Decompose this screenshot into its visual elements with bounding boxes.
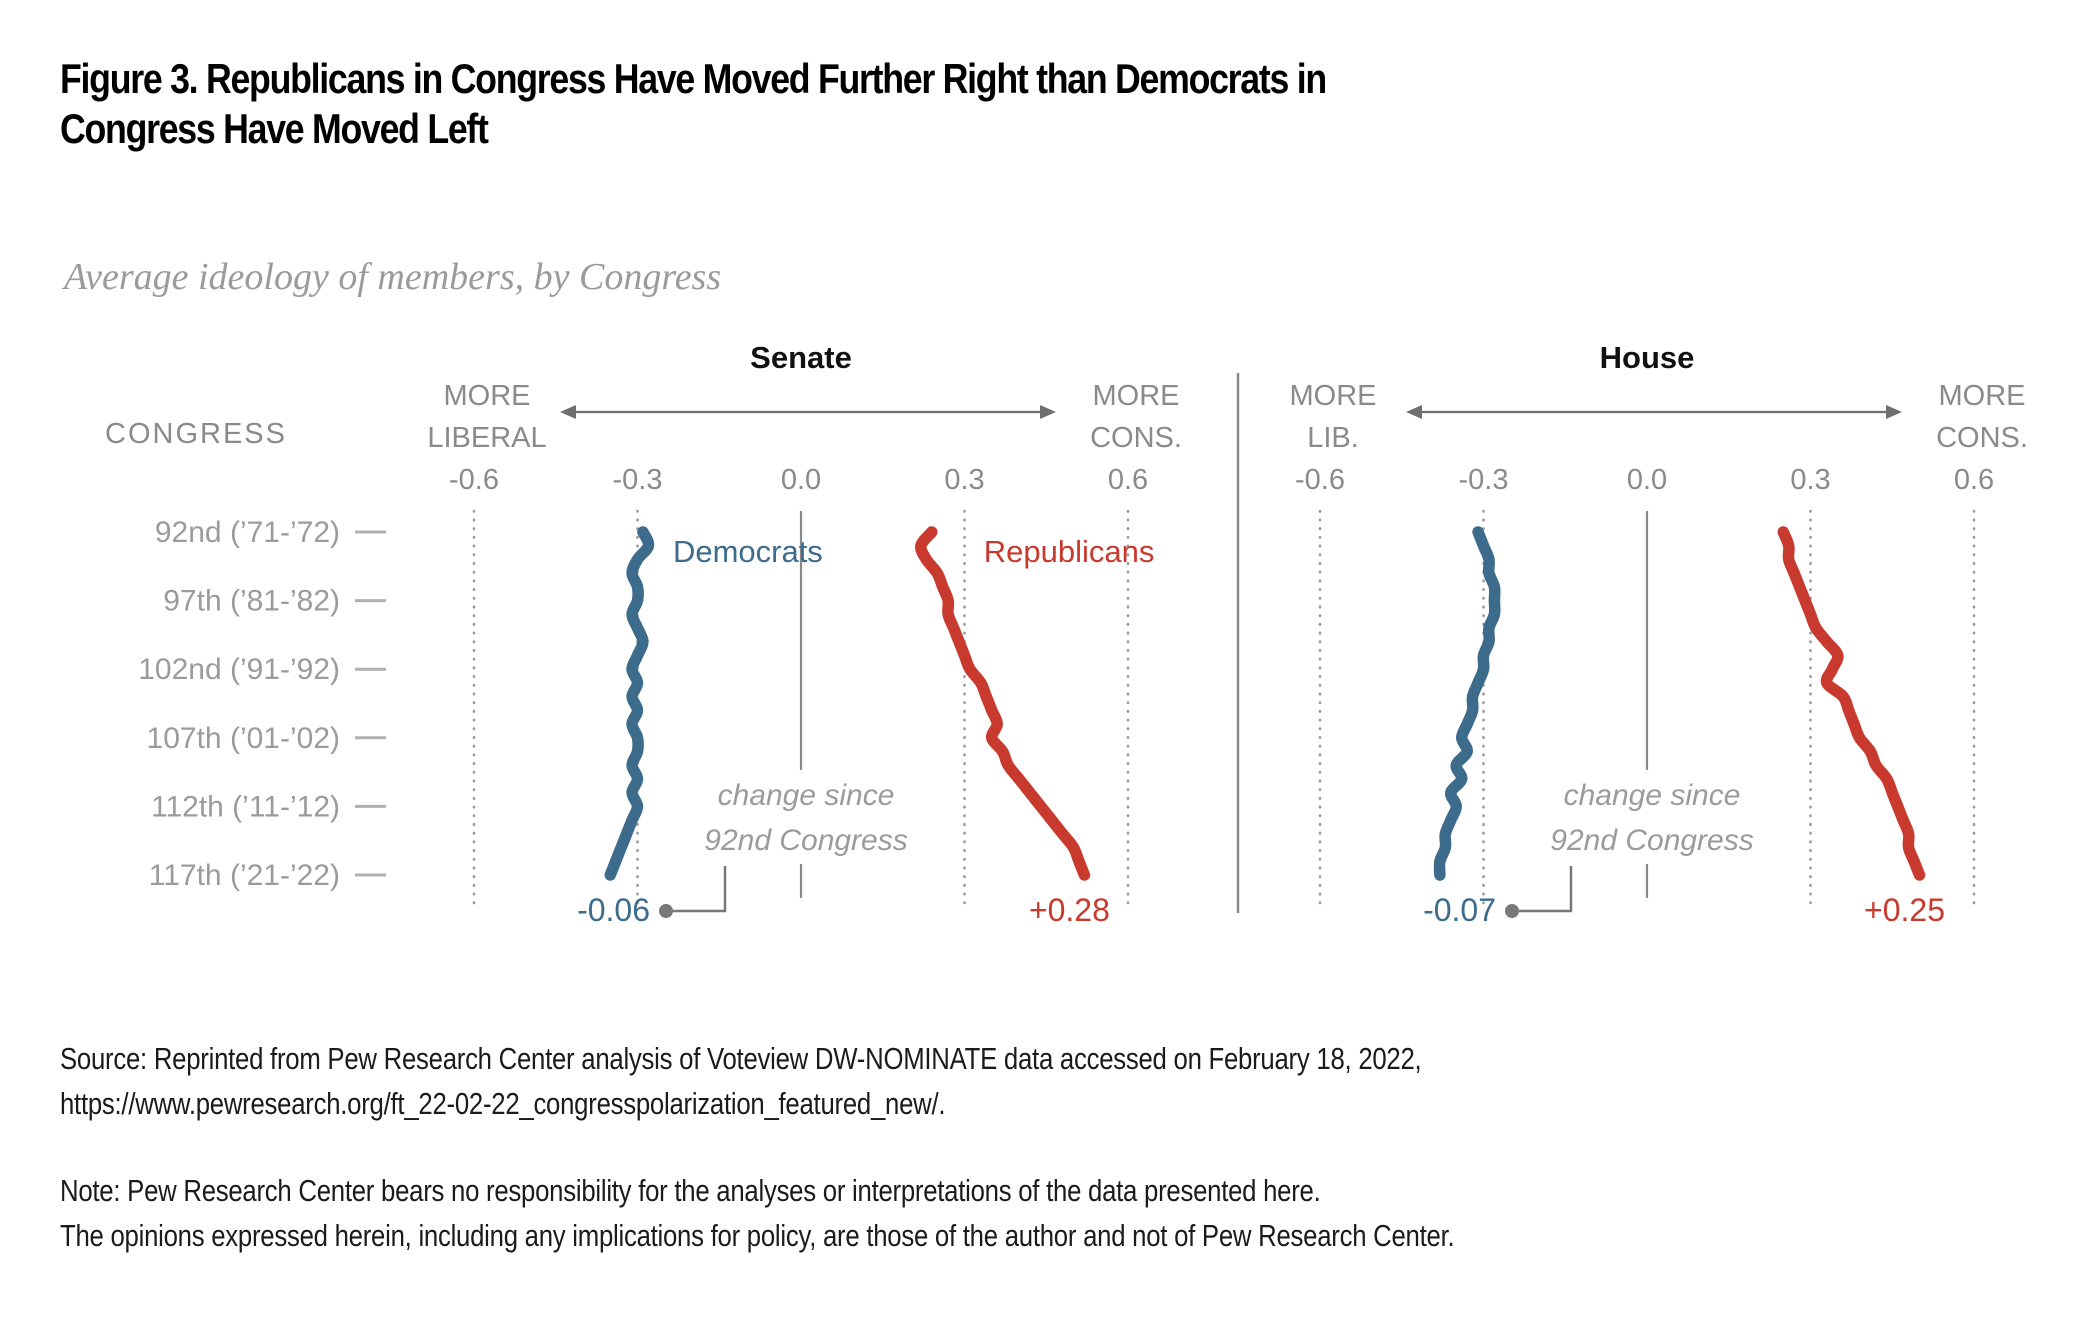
house-republicans-change-value: +0.25 [1864,892,1945,928]
senate-change-connector [666,866,727,913]
house-tick-label: 0.3 [1790,464,1830,496]
senate-tick-label: -0.6 [449,464,499,496]
figure-title: Figure 3. Republicans in Congress Have M… [60,54,1327,154]
legend-republicans: Republicans [984,534,1155,569]
house-more-conservative-label: MORE [1939,380,2026,412]
house-democrats-line [1433,526,1501,881]
senate-tick-label: 0.0 [781,464,821,496]
senate-democrats-change-value: -0.06 [577,892,650,928]
senate-republicans-line [915,526,1091,881]
senate-change-annotation: change since [718,779,895,812]
source-line1: Source: Reprinted from Pew Research Cent… [60,1041,1422,1076]
senate-change-annotation: 92nd Congress [704,824,907,857]
senate-republicans-change-value: +0.28 [1029,892,1110,928]
legend-democrats: Democrats [673,534,823,569]
congress-row-label: 112th (’11-’12) [151,790,340,823]
house-change-connector-dot [1505,904,1519,918]
senate-arrowhead-right-icon [1040,405,1056,419]
congress-row-label: 92nd (’71-’72) [155,516,340,549]
senate-more-conservative-label: CONS. [1090,422,1182,454]
senate-democrats-line [604,526,655,881]
congress-row-label: 107th (’01-’02) [147,722,340,755]
note-line2: The opinions expressed herein, including… [60,1218,1455,1253]
senate-tick-label: 0.6 [1108,464,1148,496]
note-line1: Note: Pew Research Center bears no respo… [60,1173,1321,1208]
house-tick-label: 0.0 [1627,464,1667,496]
senate-tick-label: -0.3 [613,464,663,496]
house-democrats-change-value: -0.07 [1423,892,1496,928]
congress-axis-header: CONGRESS [105,418,287,450]
house-arrowhead-right-icon [1886,405,1902,419]
source-text: Source: Reprinted from Pew Research Cent… [60,1036,1422,1126]
house-tick-label: -0.6 [1295,464,1345,496]
house-more-conservative-label: CONS. [1936,422,2028,454]
house-republicans-line [1777,526,1926,881]
congress-row-label: 117th (’21-’22) [149,859,340,892]
house-more-liberal-label: LIB. [1307,422,1359,454]
house-arrowhead-left-icon [1406,405,1422,419]
figure-title-line1: Figure 3. Republicans in Congress Have M… [60,55,1327,102]
congress-row-label: 97th (’81-’82) [163,585,340,618]
house-change-connector [1512,866,1573,913]
senate-more-conservative-label: MORE [1093,380,1180,412]
congress-row-label: 102nd (’91-’92) [138,653,340,686]
note-text: Note: Pew Research Center bears no respo… [60,1168,1455,1258]
senate-panel-title: Senate [750,340,852,375]
house-more-liberal-label: MORE [1290,380,1377,412]
figure-subtitle: Average ideology of members, by Congress [64,256,722,298]
house-tick-label: -0.3 [1459,464,1509,496]
house-change-annotation: 92nd Congress [1550,824,1753,857]
house-change-annotation: change since [1564,779,1741,812]
senate-more-liberal-label: LIBERAL [427,422,546,454]
senate-tick-label: 0.3 [944,464,984,496]
house-panel-title: House [1600,340,1695,375]
senate-arrowhead-left-icon [560,405,576,419]
figure-title-line2: Congress Have Moved Left [60,105,489,152]
senate-more-liberal-label: MORE [444,380,531,412]
ideology-chart: CONGRESS 92nd (’71-’72) 97th (’81-’82) 102n… [105,340,2028,928]
senate-change-connector-dot [659,904,673,918]
source-line2: https://www.pewresearch.org/ft_22-02-22_… [60,1086,946,1121]
house-tick-label: 0.6 [1954,464,1994,496]
